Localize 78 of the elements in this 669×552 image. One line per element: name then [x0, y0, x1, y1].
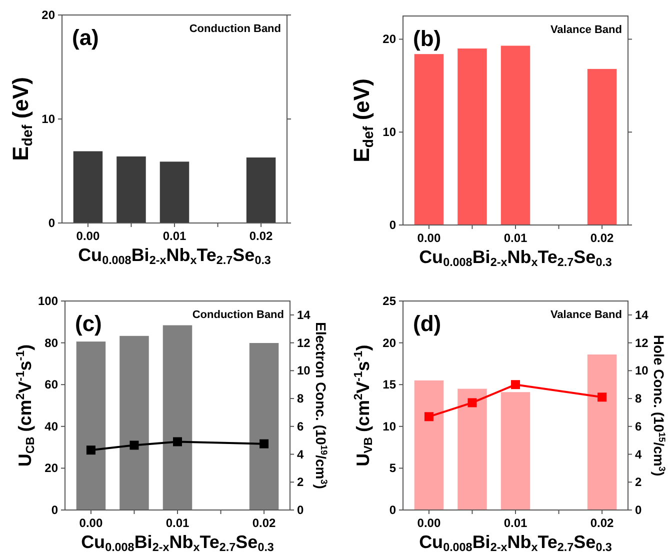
x-tick-label: 0.02: [590, 231, 614, 245]
x-tick-label: 0.01: [162, 229, 186, 243]
x-tick-label: 0.02: [590, 516, 614, 530]
y-tick-label: 20: [42, 8, 56, 22]
annotation: (d): [413, 311, 442, 336]
y2-tick-label: 4: [635, 447, 642, 462]
bar: [116, 156, 146, 223]
x-tick-label: 0.00: [417, 231, 441, 245]
point: [468, 398, 477, 408]
y-tick-label: 10: [382, 125, 396, 140]
text: Cu$_{0.008}$Bi$_{2-x}$Nb$_{x}$Te$_{2.7}$Se$_{0.3}$: [419, 532, 612, 552]
y2-tick-label: 8: [635, 392, 642, 406]
x-tick-label: 0.00: [79, 516, 103, 530]
bar: [160, 162, 190, 223]
bar: [458, 48, 487, 225]
bar: [587, 68, 617, 225]
annotation: Valance Band: [550, 24, 622, 36]
y2-tick-label: 14: [635, 308, 649, 322]
y-tick-label: 10: [42, 112, 56, 126]
x-tick-label: 0.01: [504, 231, 528, 245]
x-tick-label: 0.00: [417, 516, 441, 530]
annotation: Valance Band: [550, 309, 622, 321]
y-tick-label: 0: [51, 503, 58, 517]
y-tick-label: 40: [44, 419, 58, 434]
y-tick-label: 20: [382, 336, 396, 350]
point: [511, 380, 520, 390]
annotation: (a): [72, 25, 99, 50]
y2-tick-label: 8: [297, 392, 304, 406]
y-tick-label: 10: [382, 419, 396, 434]
y2-tick-label: 10: [635, 364, 649, 378]
y2-tick-label: 0: [297, 503, 304, 517]
y-tick-label: 20: [382, 32, 396, 46]
point: [598, 392, 607, 402]
point: [424, 412, 434, 422]
y-tick-label: 20: [44, 461, 58, 476]
annotation: Conduction Band: [189, 23, 281, 35]
y2-tick-label: 4: [297, 447, 304, 462]
y2-tick-label: 2: [635, 475, 642, 490]
y-tick-label: 60: [44, 378, 58, 392]
y2-tick-label: 12: [297, 336, 311, 350]
bar: [414, 380, 444, 510]
y2-tick-label: 6: [635, 419, 642, 434]
text: Cu$_{0.008}$Bi$_{2-x}$Nb$_{x}$Te$_{2.7}$Se$_{0.3}$: [81, 532, 274, 552]
point: [173, 437, 182, 446]
y-tick-label: 25: [382, 294, 396, 308]
x-tick-label: 0.00: [76, 229, 100, 243]
x-tick-label: 0.02: [252, 516, 276, 530]
bar: [414, 54, 444, 225]
y-tick-label: 0: [389, 503, 396, 517]
x-tick-label: 0.01: [166, 516, 190, 530]
annotation: (c): [75, 311, 102, 336]
y-tick-label: 80: [44, 336, 58, 350]
y2-tick-label: 10: [297, 364, 311, 378]
y-tick-label: 5: [389, 461, 396, 476]
y2-tick-label: 12: [635, 336, 649, 350]
y2-tick-label: 14: [297, 308, 311, 322]
y-tick-label: 100: [38, 294, 58, 308]
bar: [73, 151, 103, 223]
text: Cu$_{0.008}$Bi$_{2-x}$Nb$_{x}$Te$_{2.7}$Se$_{0.3}$: [78, 245, 271, 267]
point: [130, 440, 139, 450]
x-tick-label: 0.01: [504, 516, 528, 530]
y2-tick-label: 6: [297, 419, 304, 434]
bar: [500, 392, 530, 510]
y-tick-label: 0: [48, 216, 56, 230]
annotation: Conduction Band: [192, 309, 284, 321]
x-tick-label: 0.02: [249, 229, 274, 243]
bar: [246, 157, 276, 223]
bar: [458, 388, 487, 510]
y-tick-label: 15: [382, 378, 396, 392]
text: Cu$_{0.008}$Bi$_{2-x}$Nb$_{x}$Te$_{2.7}$Se$_{0.3}$: [419, 247, 612, 269]
y2-tick-label: 2: [297, 475, 304, 490]
bar: [500, 46, 530, 225]
point: [86, 446, 96, 455]
y-tick-label: 0: [389, 218, 396, 232]
bar: [587, 354, 617, 510]
y2-tick-label: 0: [635, 503, 642, 517]
point: [260, 439, 269, 448]
annotation: (b): [413, 26, 442, 51]
